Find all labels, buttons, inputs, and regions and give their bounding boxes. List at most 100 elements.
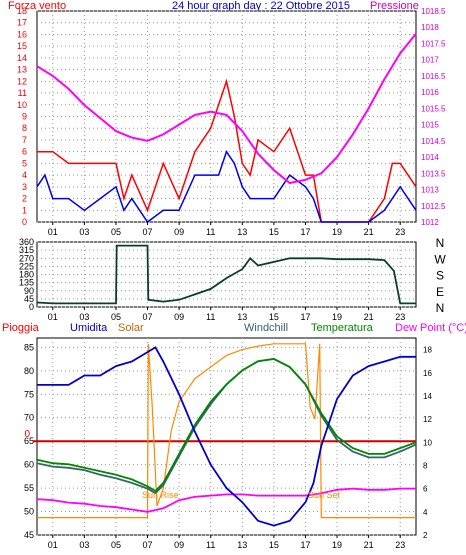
x-tick-label: 11: [206, 540, 215, 550]
y-left-tick-label: 60: [24, 460, 34, 470]
y-right-tick-label: 1016: [421, 88, 439, 97]
y-tick-label: 90: [24, 286, 34, 296]
x-tick-label: 21: [364, 540, 374, 550]
y-left-tick-label: 18: [17, 6, 27, 16]
x-tick-label: 15: [269, 227, 279, 237]
x-tick-label: 13: [237, 227, 247, 237]
x-tick-label: 21: [364, 227, 374, 237]
chart-title: 24 hour graph day : 22 Ottobre 2015: [172, 0, 350, 12]
y-tick-label: 45: [24, 294, 34, 304]
x-tick-label: 19: [332, 540, 342, 550]
y-left-tick-label: 2: [22, 194, 27, 204]
x-tick-label: 13: [237, 540, 247, 550]
y-left-tick-label: 55: [24, 483, 34, 493]
y-left-tick-label: 16: [17, 29, 27, 39]
x-tick-label: 07: [143, 227, 153, 237]
y-tick-label: 360: [19, 237, 34, 247]
x-tick-label: 09: [174, 540, 184, 550]
sun-set-annotation: Sun Set: [308, 490, 341, 500]
x-tick-label: 11: [206, 227, 215, 237]
y-left-tick-label: 3: [22, 182, 27, 192]
left-axis-label: Forza vento: [8, 0, 66, 12]
compass-label: W: [434, 252, 446, 266]
x-tick-label: 23: [395, 312, 405, 322]
y-left-tick-label: 45: [24, 530, 34, 540]
legend-umidita: Umidita: [70, 322, 108, 334]
y-left-tick-label: 12: [17, 76, 27, 86]
x-tick-label: 17: [300, 227, 310, 237]
y-right-tick-label: 1016.5: [421, 72, 446, 81]
y-right-tick-label: 1018.5: [421, 7, 446, 16]
y-right-tick-label: 10: [423, 438, 432, 447]
y-right-tick-label: 6: [423, 485, 428, 494]
y-right-tick-label: 1012: [421, 218, 439, 227]
y-left-tick-label: 17: [17, 18, 27, 28]
y-right-tick-label: 1018: [421, 23, 439, 32]
x-tick-label: 01: [48, 540, 58, 550]
wind-pressure-chart: Forza vento 24 hour graph day : 22 Ottob…: [8, 0, 446, 237]
compass-label: S: [436, 269, 444, 283]
y-left-tick-label: 70: [24, 413, 34, 423]
y-left-tick-label: 9: [22, 112, 27, 122]
x-tick-label: 19: [332, 227, 342, 237]
y-left-tick-label: 65: [24, 436, 34, 446]
y-tick-label: 315: [19, 245, 34, 255]
x-tick-label: 03: [79, 540, 89, 550]
x-tick-label: 17: [300, 312, 310, 322]
x-tick-label: 23: [395, 227, 405, 237]
x-tick-label: 09: [174, 312, 184, 322]
y-right-tick-label: 2: [423, 531, 428, 540]
y-right-tick-label: 1013.5: [421, 169, 446, 178]
y-right-tick-label: 18: [423, 346, 432, 355]
rain-value-label: 0: [24, 429, 30, 440]
y-right-tick-label: 4: [423, 508, 428, 517]
y-tick-label: 225: [19, 261, 34, 271]
y-left-tick-label: 13: [17, 65, 27, 75]
compass-label: E: [436, 285, 444, 299]
y-left-tick-label: 6: [22, 147, 27, 157]
x-tick-label: 19: [332, 312, 342, 322]
y-left-tick-label: 11: [18, 88, 27, 98]
x-tick-label: 13: [237, 312, 247, 322]
y-left-tick-label: 14: [17, 53, 27, 63]
y-right-tick-label: 12: [423, 415, 432, 424]
x-tick-label: 07: [143, 312, 153, 322]
legend-dew-point: Dew Point (°C): [395, 322, 466, 334]
y-right-tick-label: 1012.5: [421, 202, 446, 211]
dew-point-line: [36, 487, 416, 513]
x-tick-label: 17: [300, 540, 310, 550]
sun-rise-annotation: Sun Rise: [142, 490, 179, 500]
temperature-line: [36, 357, 417, 493]
x-tick-label: 15: [269, 312, 279, 322]
x-tick-label: 15: [269, 540, 279, 550]
x-tick-label: 01: [48, 227, 58, 237]
y-right-tick-label: 1017.5: [421, 39, 446, 48]
y-left-tick-label: 80: [24, 366, 34, 376]
y-left-tick-label: 50: [24, 507, 34, 517]
x-tick-label: 21: [364, 312, 374, 322]
y-right-tick-label: 1014.5: [421, 137, 446, 146]
y-left-tick-label: 75: [24, 389, 34, 399]
y-left-tick-label: 7: [22, 135, 27, 145]
wind-avg-line: [36, 150, 417, 224]
x-tick-label: 03: [79, 312, 89, 322]
x-tick-label: 23: [395, 540, 405, 550]
x-tick-label: 11: [206, 312, 215, 322]
x-tick-label: 03: [79, 227, 89, 237]
y-tick-label: 180: [19, 270, 34, 280]
y-tick-label: 0: [29, 302, 34, 312]
y-left-tick-label: 0: [22, 217, 27, 227]
y-right-tick-label: 1017: [421, 56, 439, 65]
legend-solar: Solar: [118, 322, 144, 334]
y-right-tick-label: 8: [423, 461, 428, 470]
compass-label: N: [436, 301, 445, 315]
x-tick-label: 05: [111, 540, 121, 550]
temperature-humidity-chart: Pioggia Umidita Solar Windchill Temperat…: [2, 322, 466, 550]
x-tick-label: 05: [111, 312, 121, 322]
y-left-tick-label: 10: [17, 100, 27, 110]
y-tick-label: 270: [19, 253, 34, 263]
plot-frame: [36, 337, 417, 536]
pressure-line: [36, 33, 417, 185]
